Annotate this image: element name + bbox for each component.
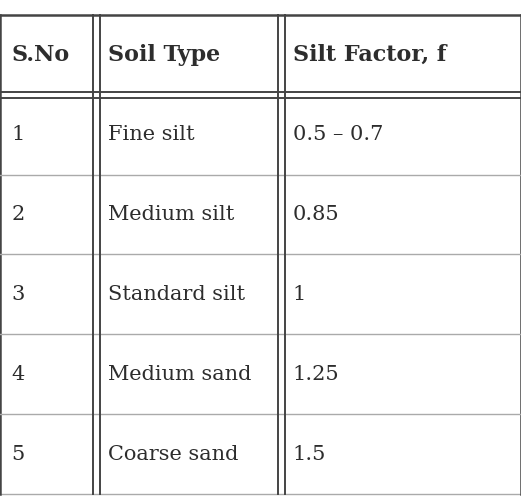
Text: 4: 4 [11,365,24,384]
Text: 1.5: 1.5 [293,445,326,464]
Text: Soil Type: Soil Type [108,44,220,66]
Text: 1: 1 [293,285,306,304]
Text: 2: 2 [11,205,24,224]
Text: Fine silt: Fine silt [108,125,194,144]
Text: Coarse sand: Coarse sand [108,445,238,464]
Text: Silt Factor, f: Silt Factor, f [293,44,446,66]
Text: 1.25: 1.25 [293,365,339,384]
Text: Standard silt: Standard silt [108,285,245,304]
Text: 5: 5 [11,445,24,464]
Text: 1: 1 [11,125,25,144]
Text: 0.85: 0.85 [293,205,339,224]
Text: Medium sand: Medium sand [108,365,251,384]
Text: S.No: S.No [11,44,70,66]
Text: 3: 3 [11,285,25,304]
Text: 0.5 – 0.7: 0.5 – 0.7 [293,125,383,144]
Text: Medium silt: Medium silt [108,205,234,224]
